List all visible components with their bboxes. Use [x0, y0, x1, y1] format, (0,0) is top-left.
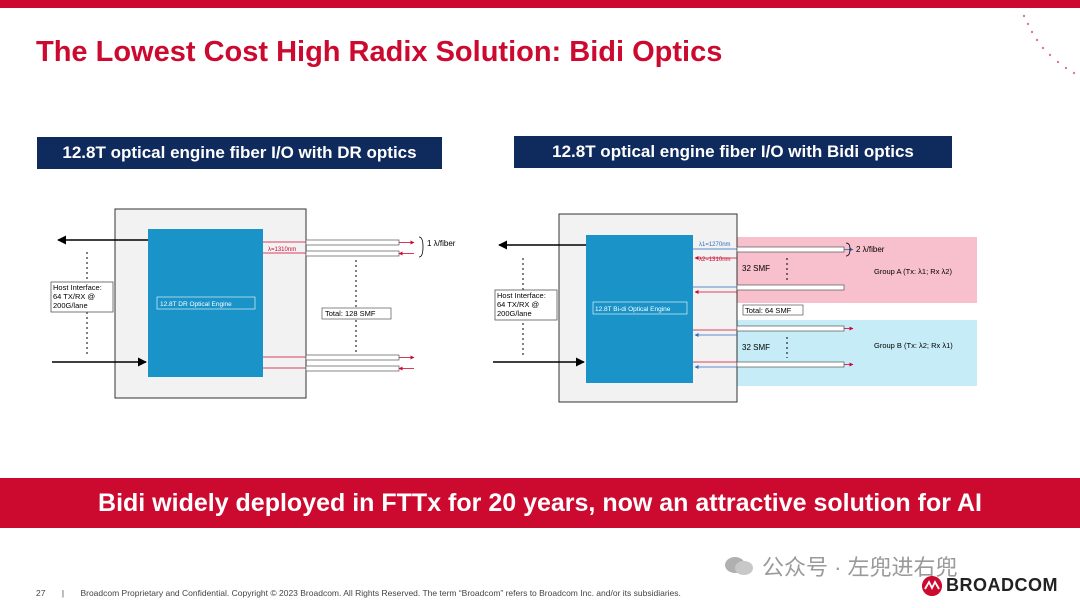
- footer-text: Broadcom Proprietary and Confidential. C…: [80, 588, 681, 598]
- group-b-smf: 32 SMF: [742, 343, 770, 352]
- dr-host-interface-2: 64 TX/RX @: [53, 292, 95, 301]
- bidi-wavelength-1: λ1=1270nm: [699, 242, 731, 248]
- bidi-fiber-note: 2 λ/fiber: [856, 245, 885, 254]
- key-message-banner: Bidi widely deployed in FTTx for 20 year…: [0, 478, 1080, 528]
- dr-total: Total: 128 SMF: [325, 309, 376, 318]
- bidi-engine-label: 12.8T Bi-di Optical Engine: [595, 306, 671, 313]
- dr-fiber-note: 1 λ/fiber: [427, 239, 456, 248]
- bidi-optics-diagram: 12.8T Bi-di Optical Engine Host Interfac…: [493, 213, 977, 403]
- top-accent-bar: [0, 0, 1080, 8]
- decorative-dots: [1022, 14, 1076, 75]
- bidi-host-interface-2: 64 TX/RX @: [497, 300, 539, 309]
- brand-name: BROADCOM: [946, 575, 1058, 595]
- bidi-host-interface-3: 200G/lane: [497, 309, 532, 318]
- group-b-label: Group B (Tx: λ2; Rx λ1): [874, 341, 953, 350]
- dr-engine-label: 12.8T DR Optical Engine: [160, 301, 232, 308]
- right-panel-heading: 12.8T optical engine fiber I/O with Bidi…: [514, 136, 952, 168]
- footer-separator: |: [61, 588, 65, 598]
- left-panel-heading: 12.8T optical engine fiber I/O with DR o…: [37, 137, 442, 169]
- watermark: 公众号 · 左兜进右兜: [724, 550, 958, 582]
- footer: 27 | Broadcom Proprietary and Confidenti…: [36, 588, 681, 598]
- bidi-wavelength-2: λ2=1310nm: [699, 257, 731, 263]
- wechat-icon: [725, 557, 753, 575]
- group-a-smf: 32 SMF: [742, 264, 770, 273]
- page-number: 27: [36, 588, 46, 598]
- dr-wavelength: λ=1310nm: [268, 247, 296, 253]
- dr-optics-diagram: 12.8T DR Optical Engine Host Interface: …: [50, 208, 456, 399]
- brand-logo-group: BROADCOM: [922, 575, 1058, 596]
- broadcom-logo-icon: [922, 575, 942, 596]
- watermark-text: 公众号 · 左兜进右兜: [762, 555, 958, 580]
- slide-title: The Lowest Cost High Radix Solution: Bid…: [36, 36, 723, 68]
- dr-host-interface-3: 200G/lane: [53, 301, 88, 310]
- bidi-host-interface-1: Host Interface:: [497, 291, 546, 300]
- dr-host-interface-1: Host Interface:: [53, 283, 102, 292]
- group-a-label: Group A (Tx: λ1; Rx λ2): [874, 267, 952, 276]
- bidi-total: Total: 64 SMF: [745, 306, 792, 315]
